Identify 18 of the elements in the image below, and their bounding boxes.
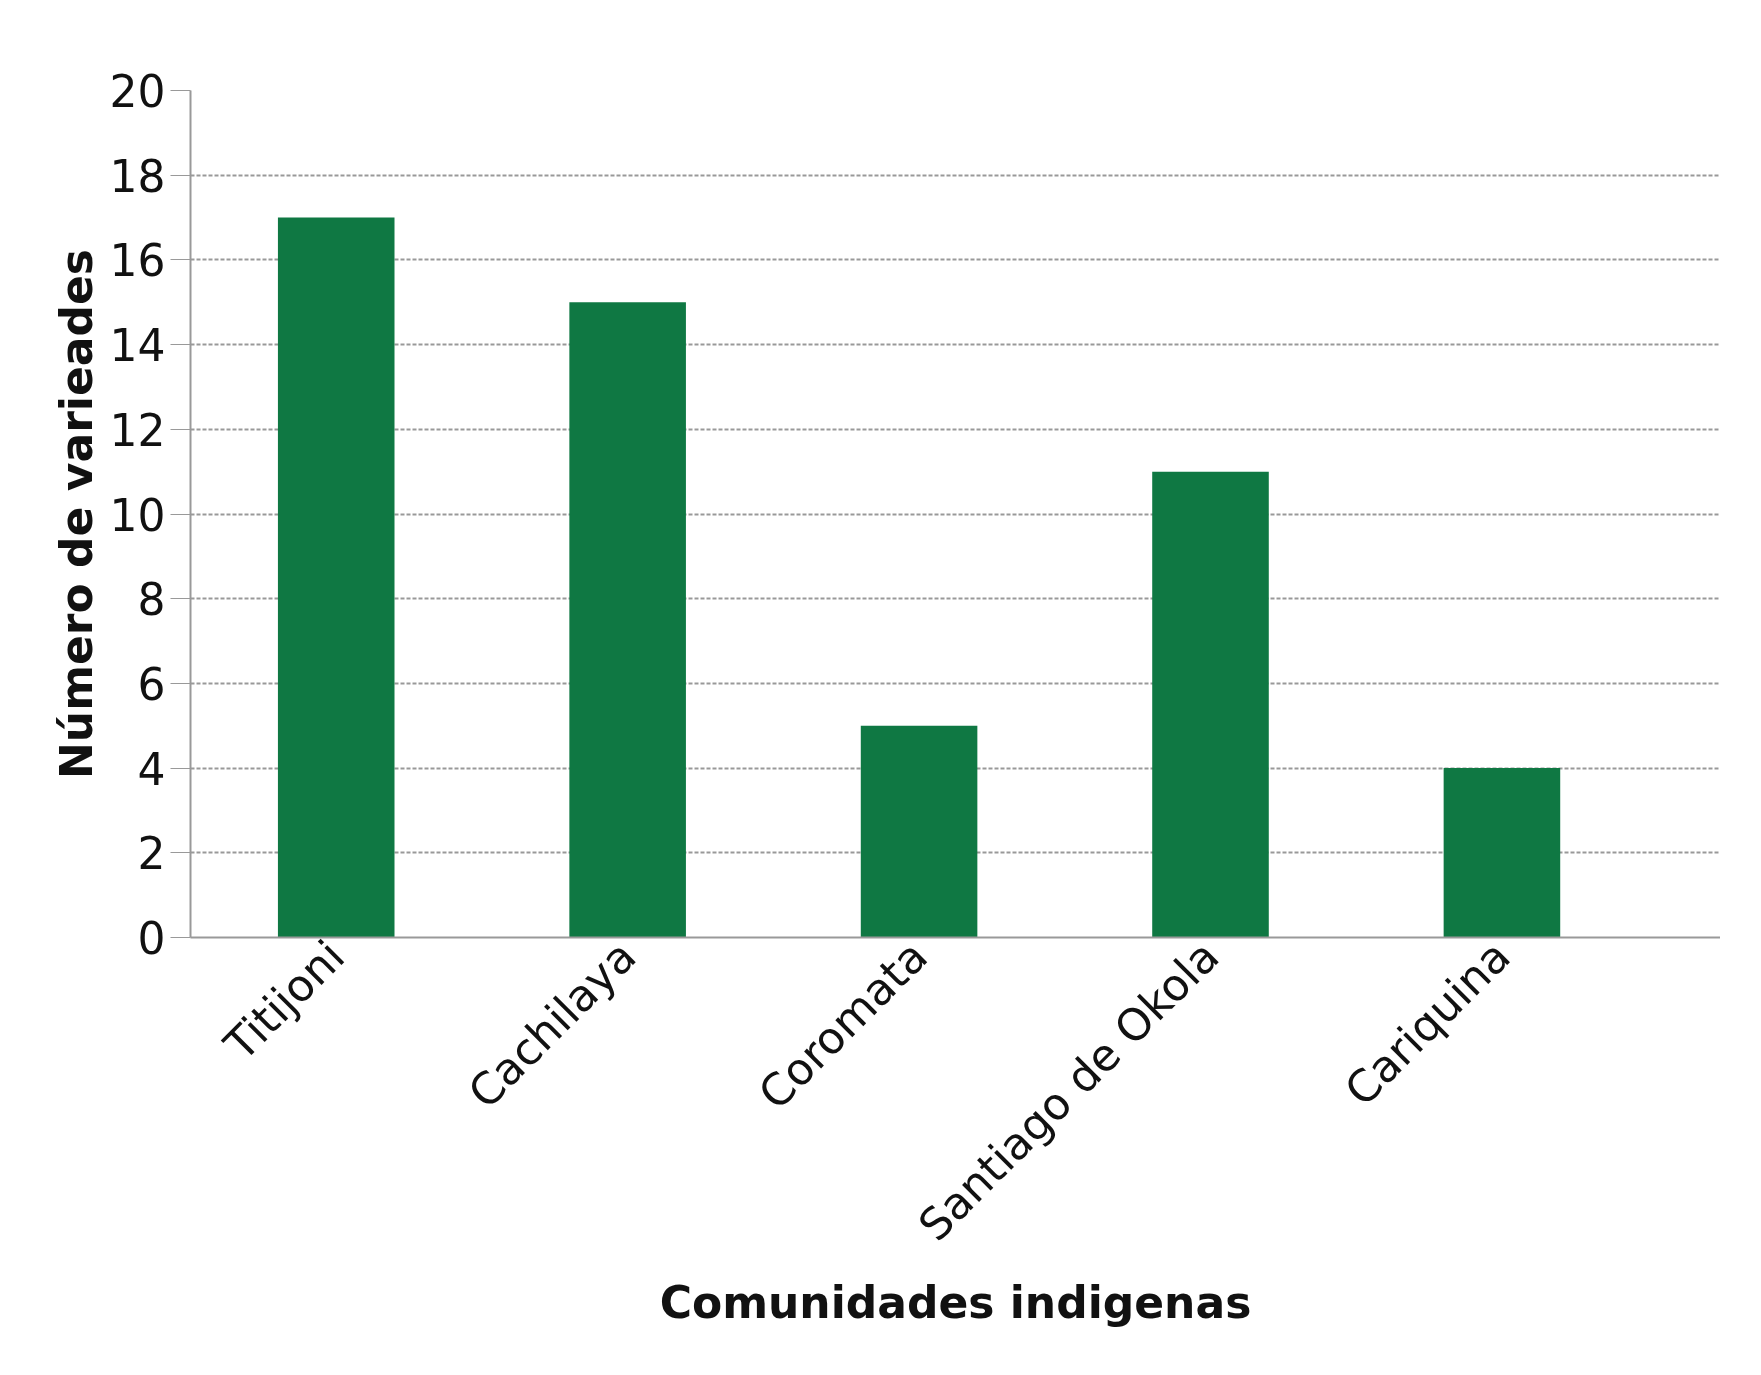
y-tick-label: 8 xyxy=(137,574,166,626)
bar xyxy=(1443,768,1561,938)
bar xyxy=(277,217,395,938)
bar xyxy=(569,302,686,938)
bar xyxy=(860,725,978,938)
y-tick-label: 20 xyxy=(109,66,166,117)
y-tick-label: 12 xyxy=(109,404,166,456)
y-tick-label: 10 xyxy=(109,489,166,541)
x-axis-title: Comunidades indigenas xyxy=(659,1276,1252,1328)
y-tick-label: 16 xyxy=(109,235,166,287)
y-axis-title: Número de varieades xyxy=(50,249,102,779)
y-tick-label: 14 xyxy=(109,320,166,372)
y-tick-label: 6 xyxy=(137,658,166,710)
y-tick-label: 2 xyxy=(137,828,166,880)
y-tick-label: 0 xyxy=(137,913,166,964)
bar xyxy=(1152,471,1269,938)
y-tick-label: 18 xyxy=(109,150,166,202)
y-tick-label: 4 xyxy=(137,743,166,795)
